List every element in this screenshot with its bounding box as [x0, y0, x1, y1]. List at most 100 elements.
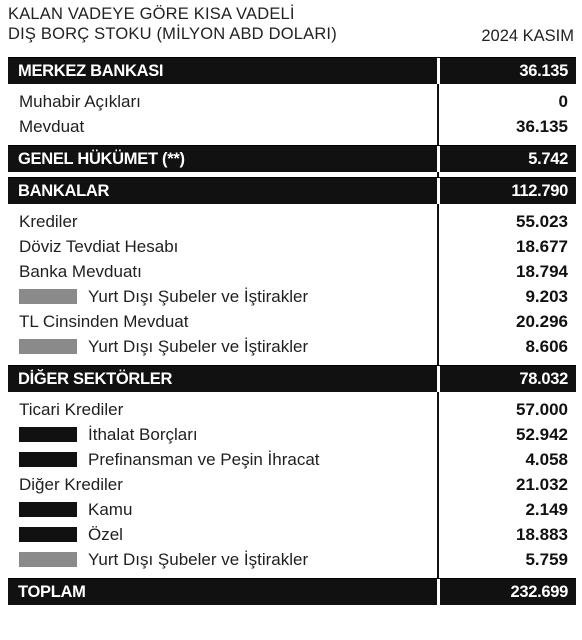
- column-divider: [437, 392, 439, 397]
- row-label: Yurt Dışı Şubeler ve İştirakler: [88, 337, 309, 356]
- row-label: Prefinansman ve Peşin İhracat: [88, 450, 320, 469]
- column-divider: [437, 209, 439, 234]
- spacer: [8, 84, 576, 89]
- row-label: Özel: [88, 525, 123, 544]
- table-row: TL Cinsinden Mevduat 20.296: [8, 309, 576, 334]
- table-row: Banka Mevduatı 18.794: [8, 259, 576, 284]
- row-value: 0: [558, 92, 568, 111]
- debt-stock-table: MERKEZ BANKASI 36.135 Muhabir Açıkları 0…: [8, 57, 576, 606]
- section-merkez-bankasi: MERKEZ BANKASI 36.135: [8, 57, 576, 85]
- row-label: Ticari Krediler: [19, 400, 124, 419]
- section-label: DİĞER SEKTÖRLER: [18, 370, 173, 388]
- section-bankalar: BANKALAR 112.790: [8, 177, 576, 205]
- column-divider: [437, 259, 439, 284]
- section-genel-hukumet: GENEL HÜKÜMET (**) 5.742: [8, 145, 576, 173]
- table-row: Mevduat 36.135: [8, 114, 576, 139]
- table-row: Muhabir Açıkları 0: [8, 89, 576, 114]
- row-value: 5.759: [525, 550, 568, 569]
- row-value: 18.794: [516, 262, 568, 281]
- row-label: Diğer Krediler: [19, 475, 123, 494]
- spacer: [8, 359, 576, 365]
- row-value: 21.032: [516, 475, 568, 494]
- section-value: 112.790: [511, 182, 568, 200]
- column-separator: [437, 146, 440, 173]
- total-label: TOPLAM: [18, 583, 86, 601]
- period-label: 2024 KASIM: [481, 27, 574, 45]
- legend-swatch-black: [19, 502, 77, 517]
- table-header: KALAN VADEYE GÖRE KISA VADELİ DIŞ BORÇ S…: [8, 4, 574, 50]
- page-title-line2: DIŞ BORÇ STOKU (MİLYON ABD DOLARI): [8, 25, 337, 43]
- row-label: Krediler: [19, 212, 78, 231]
- row-value: 52.942: [516, 425, 568, 444]
- table-row-sub: Yurt Dışı Şubeler ve İştirakler 5.759: [8, 547, 576, 572]
- legend-swatch-black: [19, 427, 77, 442]
- column-divider: [437, 334, 439, 359]
- section-label: BANKALAR: [18, 182, 110, 200]
- column-divider: [437, 284, 439, 309]
- table-row-sub: Özel 18.883: [8, 522, 576, 547]
- table-row-sub: Kamu 2.149: [8, 497, 576, 522]
- column-divider: [437, 89, 439, 114]
- table-row-sub: Yurt Dışı Şubeler ve İştirakler 8.606: [8, 334, 576, 359]
- spacer: [8, 204, 576, 209]
- table-row-sub: Yurt Dışı Şubeler ve İştirakler 9.203: [8, 284, 576, 309]
- row-value: 2.149: [525, 500, 568, 519]
- row-label: Yurt Dışı Şubeler ve İştirakler: [88, 287, 309, 306]
- column-divider: [437, 172, 439, 177]
- row-value: 8.606: [525, 337, 568, 356]
- column-divider: [437, 547, 439, 572]
- section-value: 36.135: [519, 62, 568, 80]
- column-divider: [437, 139, 439, 145]
- spacer: [8, 392, 576, 397]
- section-value: 5.742: [528, 150, 568, 168]
- spacer: [8, 572, 576, 578]
- table-row: Ticari Krediler 57.000: [8, 397, 576, 422]
- row-value: 4.058: [525, 450, 568, 469]
- row-label: Döviz Tevdiat Hesabı: [19, 237, 179, 256]
- column-divider: [437, 472, 439, 497]
- section-value: 78.032: [519, 370, 568, 388]
- table-row-sub: Prefinansman ve Peşin İhracat 4.058: [8, 447, 576, 472]
- row-value: 18.883: [516, 525, 568, 544]
- column-divider: [437, 204, 439, 209]
- column-divider: [437, 497, 439, 522]
- column-divider: [437, 522, 439, 547]
- column-divider: [437, 84, 439, 89]
- column-separator: [437, 366, 440, 393]
- section-label: GENEL HÜKÜMET (**): [18, 150, 185, 168]
- spacer: [8, 172, 576, 177]
- column-separator: [437, 58, 440, 85]
- table-row: Diğer Krediler 21.032: [8, 472, 576, 497]
- row-value: 18.677: [516, 237, 568, 256]
- total-value: 232.699: [510, 583, 568, 601]
- row-label: Muhabir Açıkları: [19, 92, 141, 111]
- column-divider: [437, 447, 439, 472]
- column-divider: [437, 572, 439, 578]
- table-row-sub: İthalat Borçları 52.942: [8, 422, 576, 447]
- column-separator: [437, 579, 440, 606]
- row-label: TL Cinsinden Mevduat: [19, 312, 189, 331]
- row-label: Yurt Dışı Şubeler ve İştirakler: [88, 550, 309, 569]
- row-value: 55.023: [516, 212, 568, 231]
- table-row: Döviz Tevdiat Hesabı 18.677: [8, 234, 576, 259]
- row-label: Banka Mevduatı: [19, 262, 142, 281]
- section-label: MERKEZ BANKASI: [18, 62, 164, 80]
- row-label: Kamu: [88, 500, 133, 519]
- column-divider: [437, 397, 439, 422]
- legend-swatch-gray: [19, 339, 77, 354]
- table-row: Krediler 55.023: [8, 209, 576, 234]
- section-diger-sektorler: DİĞER SEKTÖRLER 78.032: [8, 365, 576, 393]
- column-divider: [437, 422, 439, 447]
- legend-swatch-gray: [19, 289, 77, 304]
- legend-swatch-gray: [19, 552, 77, 567]
- column-separator: [437, 178, 440, 205]
- column-divider: [437, 234, 439, 259]
- column-divider: [437, 359, 439, 365]
- legend-swatch-black: [19, 452, 77, 467]
- row-label: İthalat Borçları: [88, 425, 198, 444]
- row-value: 36.135: [516, 117, 568, 136]
- column-divider: [437, 114, 439, 139]
- row-value: 9.203: [525, 287, 568, 306]
- row-value: 57.000: [516, 400, 568, 419]
- column-divider: [437, 309, 439, 334]
